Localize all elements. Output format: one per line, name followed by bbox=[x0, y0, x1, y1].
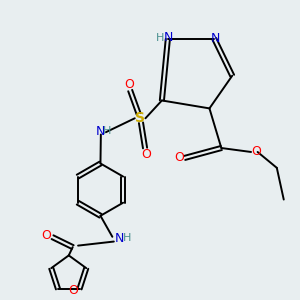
Text: O: O bbox=[174, 152, 184, 164]
Text: O: O bbox=[142, 148, 152, 161]
Text: N: N bbox=[115, 232, 124, 245]
Text: O: O bbox=[41, 229, 51, 242]
Text: O: O bbox=[251, 145, 261, 158]
Text: N: N bbox=[164, 31, 173, 44]
Text: N: N bbox=[211, 32, 220, 45]
Text: H: H bbox=[122, 233, 131, 243]
Text: O: O bbox=[124, 78, 134, 91]
Text: H: H bbox=[103, 126, 111, 136]
Text: O: O bbox=[69, 284, 79, 297]
Text: N: N bbox=[96, 125, 106, 138]
Text: S: S bbox=[135, 111, 145, 125]
Text: H: H bbox=[156, 33, 165, 43]
